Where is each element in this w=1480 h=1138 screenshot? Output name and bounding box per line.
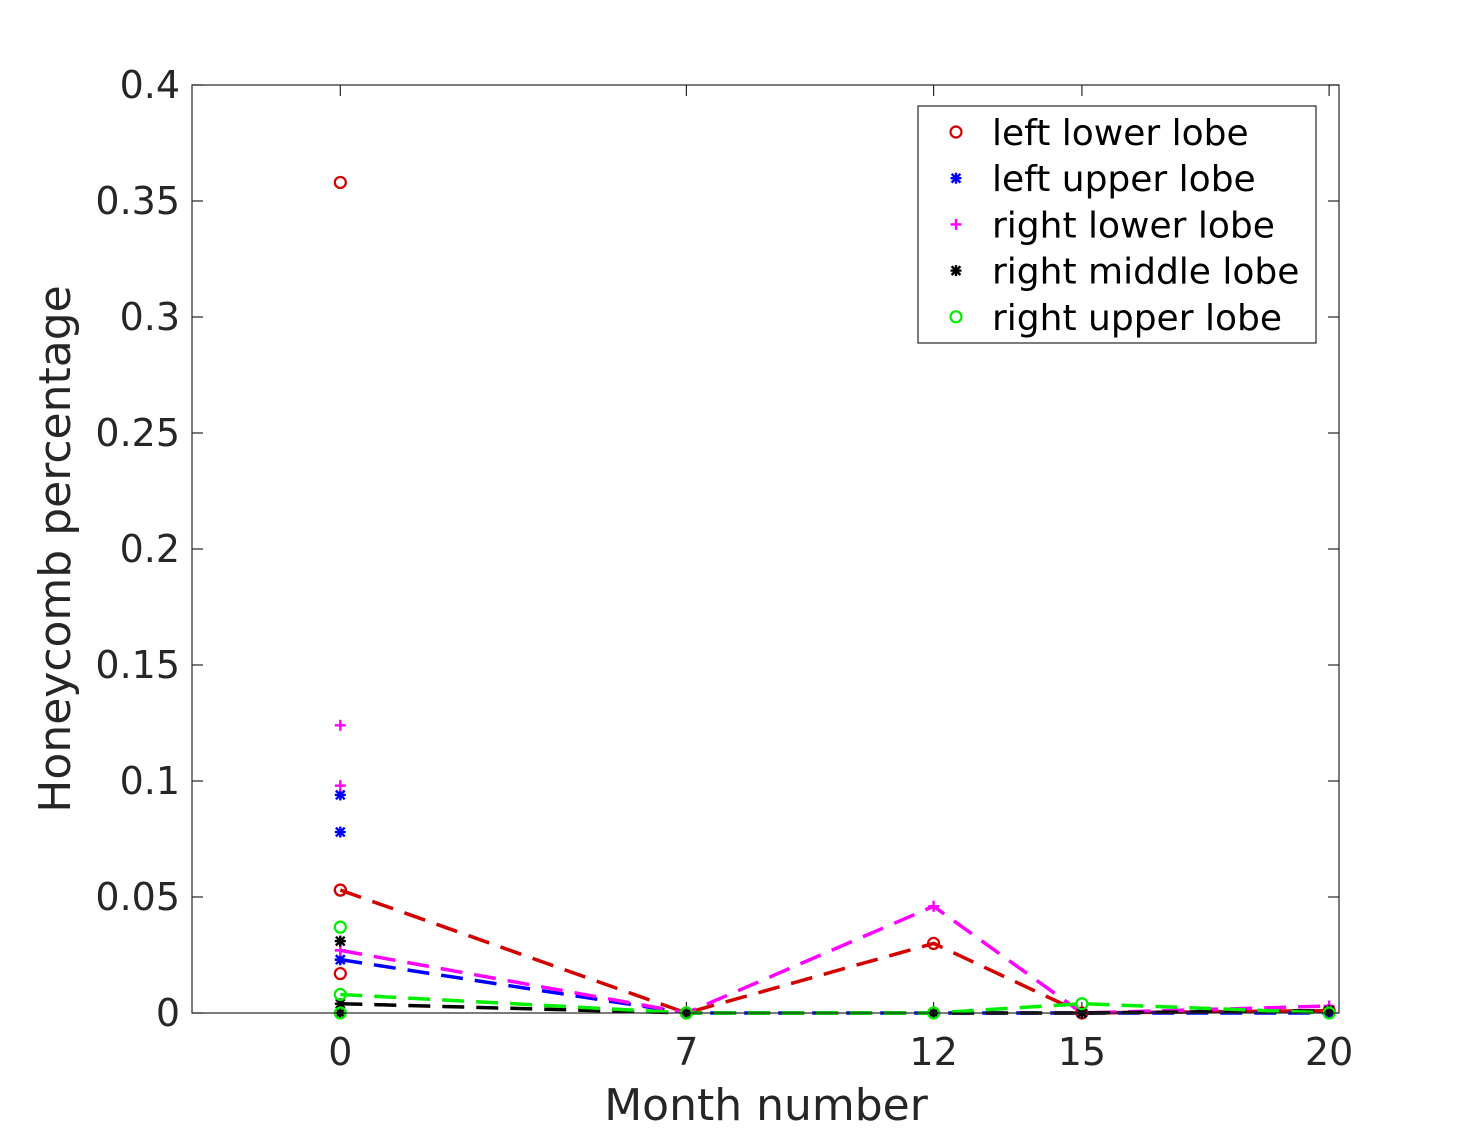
data-point-right-upper-lobe — [333, 920, 347, 934]
data-point-right-upper-lobe — [1075, 997, 1089, 1011]
y-tick-label: 0.35 — [95, 179, 180, 223]
x-tick-label: 7 — [674, 1030, 698, 1074]
data-point-right-lower-lobe — [334, 944, 346, 956]
legend: left lower lobe left upper lobe right lowe… — [917, 105, 1317, 344]
y-tick-label: 0.2 — [120, 527, 180, 571]
data-point-left-lower-lobe — [333, 966, 347, 981]
y-tick-label: 0.15 — [95, 643, 180, 687]
plot-frame — [191, 84, 1340, 1014]
data-point-right-lower-lobe — [928, 900, 940, 912]
legend-label: right upper lobe — [992, 298, 1282, 339]
x-axis-label: Month number — [604, 1080, 929, 1131]
legend-label: left lower lobe — [992, 113, 1249, 154]
marker-stroke — [335, 954, 346, 965]
x-tick-label: 0 — [328, 1030, 352, 1074]
marker-stroke — [335, 935, 346, 947]
marker-stroke — [335, 826, 346, 838]
data-point-left-upper-lobe — [334, 826, 346, 838]
data-point-right-lower-lobe — [334, 719, 346, 731]
series-markers — [333, 175, 1336, 1020]
data-point-left-lower-lobe — [926, 936, 941, 951]
data-point-left-upper-lobe — [334, 789, 346, 801]
data-point-left-lower-lobe — [333, 883, 347, 897]
legend-label: right lower lobe — [992, 205, 1275, 246]
data-point-left-upper-lobe — [334, 954, 346, 966]
marker-stroke — [950, 265, 962, 276]
data-point-right-upper-lobe — [333, 987, 347, 1002]
marker-stroke — [335, 998, 346, 1009]
y-tick-label: 0.25 — [95, 411, 180, 455]
y-tick-label: 0.4 — [120, 63, 180, 107]
legend-label: right middle lobe — [992, 252, 1299, 293]
data-point-left-lower-lobe — [333, 175, 347, 190]
data-point-right-middle-lobe — [334, 935, 346, 947]
y-axis-label: Honeycomb percentage — [30, 285, 81, 812]
legend-marker-right-upper-lobe — [949, 310, 963, 324]
legend-box — [917, 105, 1317, 344]
marker-stroke — [950, 172, 962, 184]
data-point-right-lower-lobe — [334, 780, 346, 792]
legend-marker-right-middle-lobe — [950, 265, 962, 277]
legend-marker-left-lower-lobe — [949, 125, 963, 139]
y-tick-label: 0.3 — [120, 295, 180, 339]
x-tick-label: 20 — [1305, 1030, 1353, 1074]
marker-stroke — [335, 789, 346, 801]
legend-marker-right-lower-lobe — [950, 218, 962, 230]
y-tick-label: 0.1 — [120, 759, 180, 803]
legend-marker-left-upper-lobe — [950, 172, 962, 184]
y-tick-label: 0.05 — [95, 875, 180, 919]
x-tick-label: 15 — [1058, 1030, 1106, 1074]
tick-labels: 0 7 12 15 20 0 0.05 0.1 0.15 0.2 0.25 0.3 0.35 0.4 — [95, 63, 1353, 1074]
x-tick-label: 12 — [909, 1030, 957, 1074]
y-tick-label: 0 — [156, 991, 180, 1035]
legend-label: left upper lobe — [992, 159, 1256, 200]
